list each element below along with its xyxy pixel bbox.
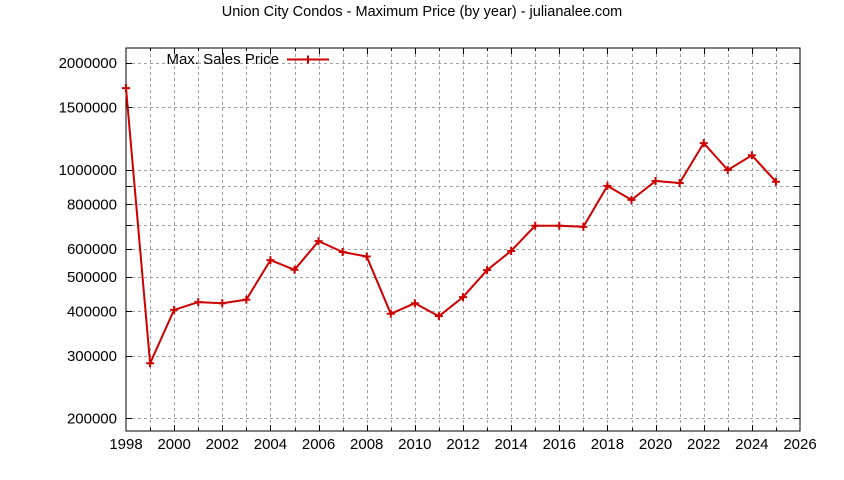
x-tick-label: 2016 [543, 436, 576, 453]
plus-marker-icon [170, 305, 179, 314]
y-tick-label: 2000000 [59, 55, 117, 72]
series-line [125, 88, 777, 365]
plus-marker-icon [338, 247, 347, 256]
plus-marker-icon [579, 222, 588, 231]
legend-label: Max. Sales Price [166, 51, 279, 68]
y-axis-ticks: 200000 300000 400000 500000 600000 800000 1000… [59, 55, 800, 427]
x-tick-label: 2026 [783, 436, 816, 453]
x-tick-label: 2012 [446, 436, 479, 453]
plus-marker-icon [304, 55, 312, 64]
y-tick-label: 1500000 [59, 99, 117, 116]
x-tick-label: 2002 [206, 436, 239, 453]
y-tick-label: 1000000 [59, 162, 117, 179]
x-tick-label: 2000 [157, 436, 190, 453]
plus-marker-icon [603, 181, 612, 190]
x-tick-label: 2010 [398, 436, 431, 453]
x-tick-label: 2014 [494, 436, 527, 453]
plus-marker-icon [771, 177, 780, 186]
chart-title: Union City Condos - Maximum Price (by ye… [221, 4, 623, 20]
x-tick-label: 2004 [254, 436, 287, 453]
y-tick-label: 500000 [67, 269, 117, 286]
plus-marker-icon [386, 309, 395, 318]
plus-marker-icon [266, 256, 275, 265]
plus-marker-icon [290, 265, 299, 274]
plus-marker-icon [555, 221, 564, 230]
plus-marker-icon [218, 299, 227, 308]
y-tick-label: 400000 [67, 303, 117, 320]
plus-marker-icon [723, 166, 732, 174]
legend: Max. Sales Price [166, 51, 329, 68]
x-tick-label: 1998 [109, 436, 142, 453]
y-tick-label: 600000 [67, 241, 117, 258]
plus-marker-icon [410, 299, 419, 308]
x-tick-label: 2006 [302, 436, 335, 453]
plot-border [125, 47, 801, 432]
plus-marker-icon [459, 293, 467, 302]
plus-marker-icon [483, 266, 492, 275]
plus-marker-icon [699, 139, 708, 148]
grid-lines [126, 48, 800, 431]
plus-marker-icon [314, 237, 323, 246]
plus-marker-icon [675, 179, 684, 188]
x-tick-label: 2018 [591, 436, 624, 453]
plus-marker-icon [627, 195, 636, 204]
plus-marker-icon [651, 177, 660, 186]
series-max-sales-price [122, 84, 780, 368]
x-tick-label: 2022 [687, 436, 720, 453]
plus-marker-icon [531, 221, 540, 230]
y-tick-label: 800000 [67, 196, 117, 213]
plus-marker-icon [434, 312, 443, 321]
plus-marker-icon [194, 298, 203, 307]
plus-marker-icon [146, 359, 155, 368]
x-axis-ticks: 1998 2000 2002 2004 2006 2008 2010 2012 2014 2016… [109, 48, 817, 453]
plus-marker-icon [362, 252, 371, 261]
y-tick-label: 300000 [67, 348, 117, 365]
plus-marker-icon [507, 246, 516, 255]
x-tick-label: 2024 [735, 436, 768, 453]
y-tick-label: 200000 [67, 410, 117, 427]
x-tick-label: 2020 [639, 436, 672, 453]
plus-marker-icon [242, 295, 251, 304]
x-tick-label: 2008 [350, 436, 383, 453]
plus-marker-icon [122, 84, 130, 93]
plus-marker-icon [747, 151, 756, 160]
